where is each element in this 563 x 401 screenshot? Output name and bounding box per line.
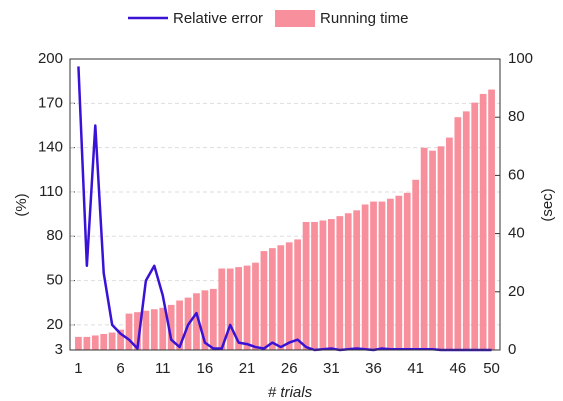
bar [277,245,285,350]
bar [412,179,420,350]
x-tick-label: 31 [323,360,340,377]
bar [117,329,124,350]
line [77,66,492,352]
bar [75,336,82,350]
bar [361,204,369,350]
bar [142,310,150,350]
y2-tick-label: 40 [508,225,525,242]
x-tick-label: 6 [116,360,124,377]
bar [260,251,268,350]
y2-tick-label: 20 [508,283,525,300]
bar [134,312,141,350]
bar [226,268,234,350]
bar [150,309,158,350]
x-tick-label: 11 [155,360,171,377]
legend-label: Running time [320,10,408,27]
y2-tick-label: 80 [508,108,525,125]
x-tick-label: 46 [449,360,466,377]
bar [167,304,175,350]
bar [100,333,108,350]
bar [159,307,167,350]
bar [488,89,495,351]
bar [125,313,133,350]
x-tick-label: 50 [483,360,500,377]
bar [294,239,302,350]
y2-axis-label: (sec) [539,188,556,221]
bar [328,219,335,350]
bar [311,221,318,350]
plot-frame [69,58,501,351]
bar [176,300,183,350]
bar [235,267,242,350]
bar [454,117,462,350]
y-tick-label: 80 [46,227,63,244]
x-tick-label: 26 [281,360,298,377]
bar [252,262,259,350]
y-tick-label: 50 [46,272,63,289]
bar [462,111,470,350]
legend-label: Relative error [173,10,263,27]
y-tick-label: 3 [55,341,63,358]
bar [201,290,209,350]
bar [437,146,445,350]
bar [353,210,361,350]
bar [209,288,217,350]
bar [91,335,99,350]
y-tick-label: 140 [38,139,63,156]
x-tick-label: 41 [407,360,424,377]
bar [319,220,327,350]
bar [471,102,479,351]
bar [378,201,386,350]
y-tick-label: 170 [38,94,63,111]
y-tick-label: 20 [46,316,63,333]
y2-tick-label: 100 [508,50,533,67]
legend-swatch [275,10,316,27]
y-tick-label: 200 [38,50,63,67]
x-axis-label: # trials [268,384,313,401]
bar [268,248,276,350]
bar [108,332,116,350]
bar [395,195,403,350]
bar [479,93,487,351]
y-axis-label: (%) [13,193,30,216]
bar [336,216,344,350]
bar [420,147,428,350]
x-tick-label: 36 [365,360,382,377]
y2-tick-label: 0 [508,341,516,358]
bar [446,137,453,350]
bar [243,265,251,350]
bar [387,198,394,350]
y2-tick-label: 60 [508,166,525,183]
x-tick-label: 16 [197,360,214,377]
bar [370,201,377,350]
bar [403,192,411,350]
bar [429,150,436,350]
bar [218,268,226,350]
x-tick-label: 1 [74,360,82,377]
y-tick-label: 110 [39,183,63,200]
bar [285,242,293,350]
bar [83,336,91,350]
bar [344,213,352,350]
bar [193,293,200,350]
x-tick-label: 21 [239,360,256,377]
bar [302,221,310,350]
